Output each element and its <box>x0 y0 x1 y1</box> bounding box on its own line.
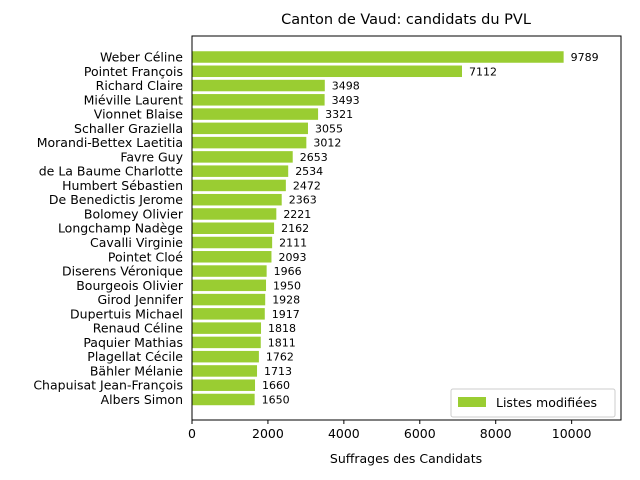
x-tick-label: 6000 <box>404 426 436 441</box>
legend-label: Listes modifiées <box>496 395 597 410</box>
bar <box>192 251 272 263</box>
category-label: Diserens Véronique <box>62 264 183 279</box>
value-label: 1811 <box>268 336 296 349</box>
value-label: 2472 <box>293 179 321 192</box>
category-label: Morandi-Bettex Laetitia <box>37 135 183 150</box>
value-label: 9789 <box>571 51 599 64</box>
bar <box>192 165 289 177</box>
category-label: Dupertuis Michael <box>70 306 183 321</box>
category-label: Bähler Mélanie <box>90 363 183 378</box>
bar <box>192 136 307 149</box>
value-label: 2162 <box>281 222 309 235</box>
category-label: Pointet Cloé <box>108 249 183 264</box>
bar <box>192 108 319 120</box>
x-tick-label: 4000 <box>328 426 360 441</box>
category-label: Richard Claire <box>96 78 184 93</box>
category-label: Miéville Laurent <box>84 92 183 107</box>
x-tick-label: 8000 <box>480 426 512 441</box>
category-label: Pointet François <box>84 64 183 79</box>
bar <box>192 279 267 292</box>
x-tick-label: 2000 <box>252 426 284 441</box>
category-label: Paquier Mathias <box>83 335 183 350</box>
value-label: 1650 <box>262 393 290 406</box>
value-label: 1917 <box>272 308 300 321</box>
category-label: Girod Jennifer <box>97 292 183 307</box>
x-tick-label: 10000 <box>552 426 592 441</box>
bar <box>192 336 261 349</box>
value-label: 3055 <box>315 122 343 135</box>
value-label: 1966 <box>274 265 302 278</box>
bar <box>192 322 262 334</box>
plot-border <box>191 35 622 421</box>
category-label: Weber Céline <box>100 50 183 65</box>
category-label: De Benedictis Jerome <box>49 192 183 207</box>
legend: Listes modifiées <box>450 388 616 418</box>
value-label: 2534 <box>295 165 323 178</box>
value-label: 2363 <box>289 194 317 207</box>
bar <box>192 365 258 377</box>
category-label: Albers Simon <box>101 392 183 407</box>
x-axis: 0 2000 4000 6000 8000 10000 <box>188 420 592 441</box>
value-label: 7112 <box>469 65 497 78</box>
bar <box>192 179 286 192</box>
bar <box>192 122 308 135</box>
bars-group <box>192 51 564 406</box>
value-label: 1713 <box>264 365 292 378</box>
bar <box>192 350 259 363</box>
bar <box>192 236 273 249</box>
category-label: Vionnet Blaise <box>94 107 184 122</box>
value-label: 2111 <box>279 237 307 250</box>
bar <box>192 393 255 406</box>
bar <box>192 208 277 220</box>
value-label: 1762 <box>266 351 294 364</box>
category-label: Bolomey Olivier <box>84 206 184 221</box>
chart-title: Canton de Vaud: candidats du PVL <box>281 12 531 28</box>
bar <box>192 193 282 206</box>
bar <box>192 65 463 78</box>
value-label: 2093 <box>278 251 306 264</box>
value-label: 1950 <box>273 279 301 292</box>
x-axis-label: Suffrages des Candidats <box>330 451 482 466</box>
legend-swatch <box>458 397 486 407</box>
category-label: Plagellat Cécile <box>87 349 183 364</box>
bar <box>192 51 564 63</box>
value-label: 3498 <box>332 80 360 93</box>
value-label: 1660 <box>262 379 290 392</box>
bar <box>192 308 265 320</box>
bar <box>192 265 267 277</box>
category-label: Longchamp Nadège <box>58 221 183 236</box>
value-label: 3321 <box>325 108 353 121</box>
bar <box>192 293 266 306</box>
bar <box>192 94 325 106</box>
category-label: Humbert Sébastien <box>62 178 183 193</box>
value-label: 1928 <box>272 294 300 307</box>
category-label: Chapuisat Jean-François <box>33 378 183 393</box>
value-label: 2653 <box>300 151 328 164</box>
bar <box>192 79 325 92</box>
bar <box>192 222 275 234</box>
value-label: 3012 <box>313 137 341 150</box>
value-label: 1818 <box>268 322 296 335</box>
value-label: 3493 <box>332 94 360 107</box>
category-label: Favre Guy <box>120 149 183 164</box>
plot-frame <box>191 35 622 421</box>
bar <box>192 379 256 391</box>
category-label: Schaller Graziella <box>74 121 183 136</box>
x-tick-label: 0 <box>188 426 196 441</box>
category-label: Renaud Céline <box>93 321 184 336</box>
value-label: 2221 <box>283 208 311 221</box>
category-label: Bourgeois Olivier <box>76 278 184 293</box>
legend-box <box>450 388 616 418</box>
bar <box>192 151 293 163</box>
category-label: Cavalli Virginie <box>90 235 183 250</box>
category-label: de La Baume Charlotte <box>39 164 184 179</box>
